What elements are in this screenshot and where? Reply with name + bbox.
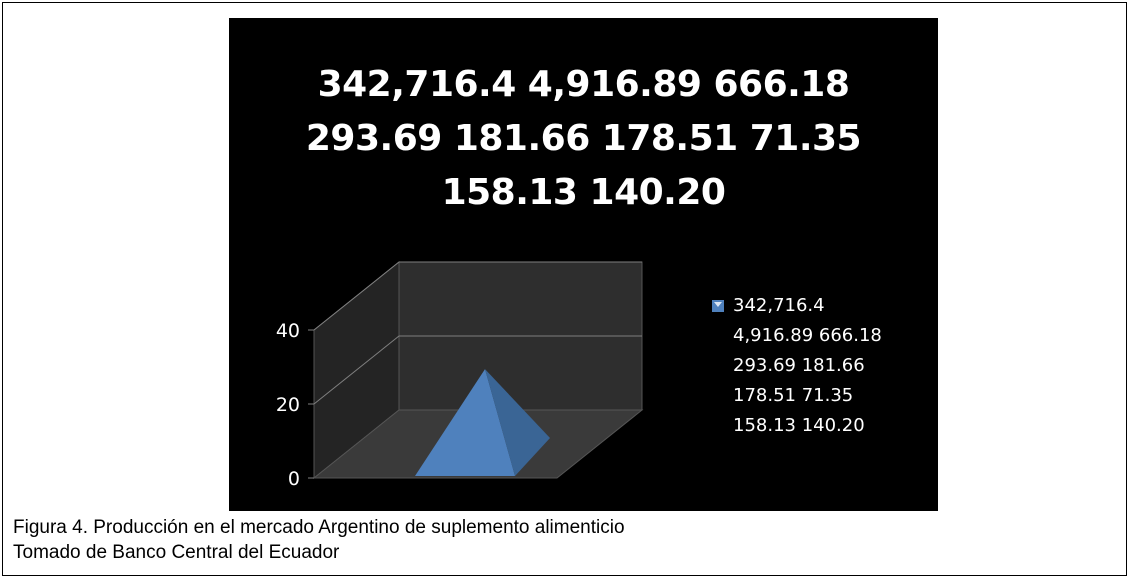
chart-title: 342,716.4 4,916.89 666.18 293.69 181.66 …: [229, 58, 938, 220]
legend-entry: 342,716.4 4,916.89 666.18 293.69 181.66 …: [733, 291, 932, 441]
caption-line: Tomado de Banco Central del Ecuador: [13, 542, 340, 563]
bar-pyramid: [415, 369, 515, 476]
y-tick-label: 40: [276, 320, 300, 342]
legend-entry-line: 342,716.4: [733, 295, 825, 316]
gridline: [313, 335, 642, 405]
chart-title-line: 342,716.4 4,916.89 666.18: [317, 64, 850, 105]
caption-line: Figura 4. Producción en el mercado Argen…: [13, 517, 625, 538]
chart-plot: 0 20 40: [276, 260, 644, 490]
chart: 0 20 40 342,716.4 4,916.89 666.18 293.69 1…: [229, 18, 938, 511]
chart-title-line: 158.13 140.20: [441, 172, 726, 213]
bar-pyramid-side: [485, 369, 550, 476]
legend-entry-line: 158.13 140.20: [733, 415, 865, 436]
figure-caption: Figura 4. Producción en el mercado Argen…: [13, 515, 625, 565]
gridline: [313, 261, 642, 331]
chart-title-line: 293.69 181.66 178.51 71.35: [305, 118, 862, 159]
chart-bars: [415, 369, 550, 476]
legend-marker-icon: [712, 300, 724, 312]
y-tick-label: 0: [288, 468, 300, 490]
legend-entry-line: 178.51 71.35: [733, 385, 854, 406]
legend-entry-line: 4,916.89 666.18: [733, 325, 882, 346]
y-tick-label: 20: [276, 394, 300, 416]
legend-entry-line: 293.69 181.66: [733, 355, 865, 376]
chart-gridlines: [313, 261, 642, 405]
y-axis-ticks: 0 20 40: [276, 320, 314, 490]
